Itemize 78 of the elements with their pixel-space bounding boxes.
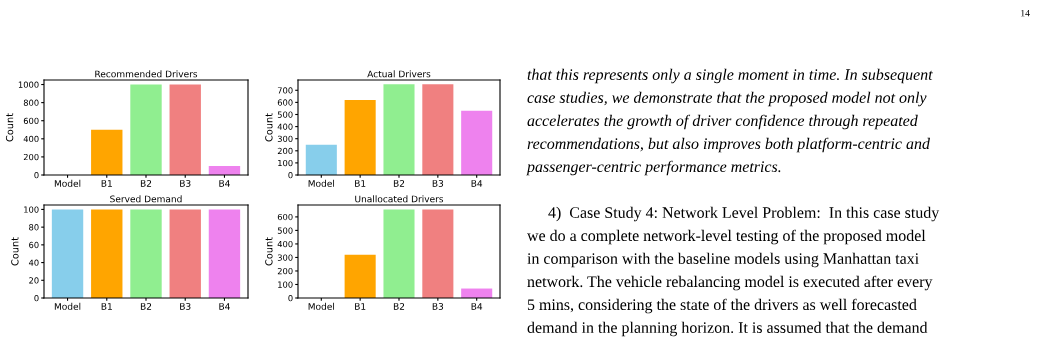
y-tick-label: 0 [34, 171, 39, 179]
y-tick-label: 600 [277, 213, 293, 221]
y-tick-label: 200 [23, 153, 39, 161]
y-tick-label: 300 [277, 135, 293, 142]
x-tick-label: B4 [471, 303, 483, 310]
x-tick-label: B1 [355, 180, 366, 187]
x-tick-label: Model [308, 302, 335, 310]
y-tick-label: 1000 [18, 81, 39, 88]
x-tick-label: B3 [180, 180, 191, 187]
y-tick-label: 500 [277, 227, 293, 234]
bar [169, 84, 201, 175]
y-tick-label: 200 [277, 147, 293, 155]
chart-title: Unallocated Drivers [355, 195, 444, 203]
y-tick-label: 0 [288, 171, 293, 179]
y-tick-label: 800 [23, 99, 39, 106]
x-tick-label: B2 [140, 180, 152, 187]
text: demand in the planning horizon. It is assumed that the demand [527, 321, 928, 337]
y-tick-label: 60 [29, 241, 39, 249]
bar [422, 84, 454, 175]
text: accelerates the growth of driver confidence through repeated [527, 114, 918, 130]
text: 14 [1021, 9, 1030, 17]
x-tick-label: B2 [393, 303, 405, 310]
y-tick-label: 100 [278, 281, 293, 288]
y-tick-label: 80 [29, 224, 39, 231]
bar [383, 84, 415, 175]
y-tick-label: 200 [277, 267, 293, 275]
y-tick-label: 500 [277, 111, 293, 118]
text: that this represents only a single moment in time. In subsequent [527, 68, 933, 84]
x-tick-label: Model [54, 179, 81, 187]
y-tick-label: 0 [288, 294, 293, 302]
bar [461, 110, 493, 175]
text: case studies, we demonstrate that the proposed model not only [527, 91, 927, 107]
y-tick-label: 100 [278, 159, 293, 167]
bar [91, 129, 123, 175]
bar [422, 209, 454, 298]
x-tick-label: B4 [219, 303, 230, 310]
x-tick-label: B3 [432, 180, 444, 187]
y-tick-label: 400 [277, 123, 293, 130]
text: 4) Case Study 4: Network Level Problem: In this case study [548, 206, 940, 222]
x-tick-label: B2 [393, 180, 405, 187]
x-tick-label: B1 [101, 180, 112, 187]
y-tick-label: 300 [277, 254, 293, 261]
x-tick-label: B1 [355, 303, 366, 310]
y-axis-title: Count [265, 113, 273, 142]
y-axis-title: Count [5, 113, 14, 142]
y-tick-label: 700 [277, 87, 293, 94]
text: in comparison with the baseline models using Manhattan taxi [527, 252, 919, 268]
y-tick-label: 600 [23, 117, 39, 124]
x-tick-label: B3 [180, 303, 191, 310]
x-tick-label: B4 [219, 180, 230, 187]
bar [383, 209, 415, 298]
y-tick-label: 40 [28, 259, 39, 266]
y-tick-label: 600 [277, 99, 293, 106]
x-tick-label: B1 [101, 303, 112, 310]
text: we do a complete network-level testing of the proposed model [527, 229, 926, 245]
bar [130, 84, 162, 175]
y-tick-label: 100 [24, 206, 39, 213]
x-tick-label: B3 [432, 303, 444, 310]
bar [344, 254, 376, 298]
x-tick-label: Model [54, 302, 81, 310]
chart-title: Actual Drivers [367, 70, 431, 78]
bar [305, 144, 337, 175]
y-tick-label: 400 [23, 135, 39, 143]
text: passenger-centric performance metrics. [526, 160, 781, 176]
y-tick-label: 400 [277, 240, 293, 248]
y-axis-title: Count [265, 237, 273, 266]
text: recommendations, but also improves both platform-centric and [527, 137, 930, 153]
x-tick-label: Model [308, 179, 335, 187]
text: network. The vehicle rebalancing model is executed after every [527, 275, 933, 291]
text: 5 mins, considering the state of the drivers as well forecasted [527, 298, 917, 314]
bar [344, 99, 376, 175]
x-tick-label: B2 [140, 303, 152, 310]
y-tick-label: 0 [34, 294, 39, 302]
y-tick-label: 20 [29, 277, 39, 284]
y-axis-title: Count [11, 237, 19, 266]
chart-title: Served Demand [110, 195, 182, 203]
chart-title: Recommended Drivers [95, 70, 198, 78]
x-tick-label: B4 [471, 180, 483, 187]
